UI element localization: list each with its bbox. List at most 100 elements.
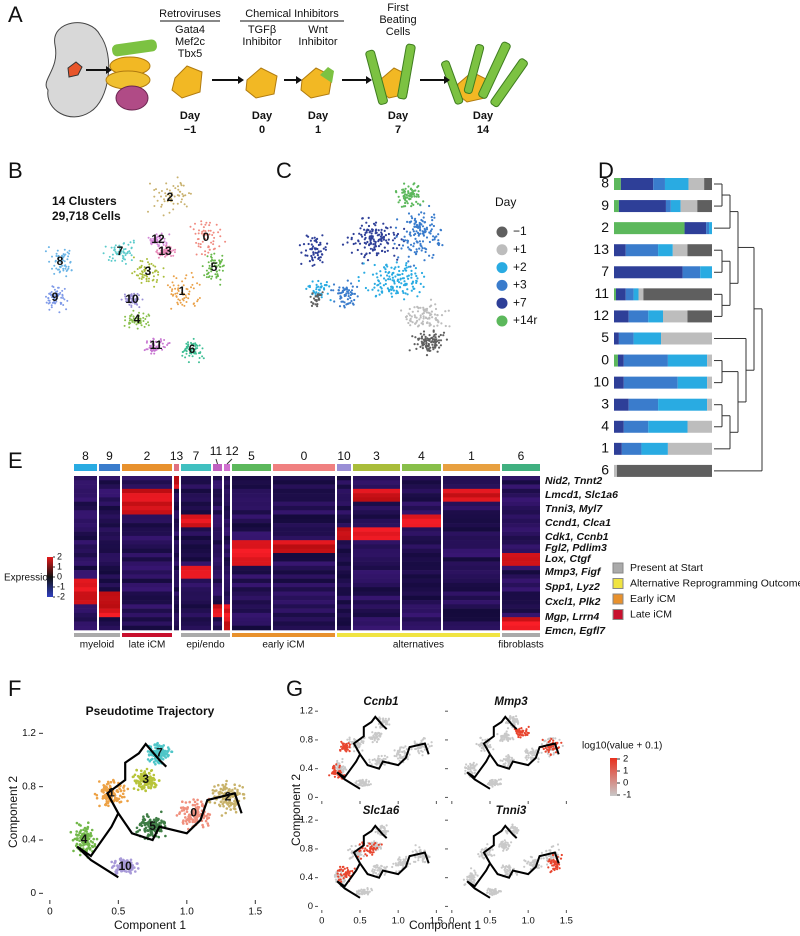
- heatmap-cell: [443, 480, 500, 485]
- cell-dot: [472, 764, 474, 766]
- heatmap-cell: [74, 604, 97, 609]
- cell-dot: [139, 273, 141, 275]
- cell-dot: [167, 284, 169, 286]
- heatmap-cell: [122, 553, 172, 558]
- heatmap-cell: [224, 557, 230, 562]
- cell-dot: [51, 285, 53, 287]
- cell-dot: [185, 801, 188, 804]
- legend-swatch: [497, 227, 508, 238]
- heatmap-cell: [99, 562, 120, 567]
- group-label: fibroblasts: [498, 640, 544, 651]
- cell-dot: [423, 737, 425, 739]
- cell-dot: [433, 329, 435, 331]
- heatmap-cell: [402, 502, 441, 507]
- cell-dot: [300, 252, 302, 254]
- heatmap-cell: [122, 613, 172, 618]
- heatmap-cell: [181, 532, 211, 537]
- cell-dot: [65, 275, 67, 277]
- cell-dot: [144, 824, 147, 827]
- heatmap-cell: [353, 476, 400, 481]
- bar-segment: [629, 399, 658, 411]
- heatmap-cell: [502, 489, 540, 494]
- cell-dot: [540, 865, 542, 867]
- label: 14: [477, 124, 490, 136]
- cell-dot: [558, 739, 560, 741]
- cell-dot: [135, 831, 138, 834]
- cell-dot: [380, 827, 382, 829]
- cell-dot: [496, 780, 498, 782]
- cell-dot: [342, 287, 344, 289]
- cell-dot: [402, 244, 404, 246]
- heatmap-cell: [232, 515, 271, 520]
- bar-segment: [707, 377, 712, 389]
- group-bar: [502, 633, 540, 637]
- cell-dot: [377, 738, 379, 740]
- heatmap-cell: [99, 480, 120, 485]
- cell-dot: [531, 748, 533, 750]
- cell-dot: [127, 788, 130, 791]
- cell-dot: [224, 785, 227, 788]
- cell-dot: [384, 230, 386, 232]
- heatmap-cell: [181, 515, 211, 520]
- cell-dot: [367, 259, 369, 261]
- legend-swatch: [613, 563, 623, 573]
- cell-dot: [385, 239, 387, 241]
- heatmap-cell: [224, 570, 230, 575]
- heatmap-cell: [337, 613, 351, 618]
- heatmap-cell: [181, 485, 211, 490]
- cell-dot: [520, 732, 522, 734]
- cell-dot: [532, 859, 534, 861]
- cell-dot: [388, 233, 390, 235]
- heatmap-cell: [174, 604, 179, 609]
- heatmap-cell: [224, 553, 230, 558]
- tick-label: -2: [57, 591, 65, 601]
- cell-dot: [357, 239, 359, 241]
- cell-dot: [65, 308, 67, 310]
- cell-dot: [353, 750, 355, 752]
- cell-dot: [367, 892, 369, 894]
- cell-dot: [414, 314, 416, 316]
- cell-dot: [350, 282, 352, 284]
- legend-swatch: [497, 262, 508, 273]
- cell-dot: [440, 229, 442, 231]
- cell-dot: [415, 348, 417, 350]
- heatmap-cell: [273, 532, 335, 537]
- heatmap-cell: [224, 596, 230, 601]
- heatmap-cell: [353, 562, 400, 567]
- cell-dot: [96, 838, 99, 841]
- heatmap-cell: [232, 489, 271, 494]
- heatmap-cell: [502, 566, 540, 571]
- cell-dot: [531, 864, 533, 866]
- cell-dot: [130, 315, 132, 317]
- cell-dot: [172, 208, 174, 210]
- heatmap-cell: [224, 621, 230, 626]
- cell-dot: [481, 854, 483, 856]
- cell-dot: [369, 850, 371, 852]
- bar-segment: [668, 355, 707, 367]
- cell-dot: [299, 244, 301, 246]
- heatmap-cell: [353, 523, 400, 528]
- cluster-bar: [402, 464, 441, 471]
- cell-dot: [153, 196, 155, 198]
- cell-dot: [426, 311, 428, 313]
- cell-dot: [424, 221, 426, 223]
- cell-dot: [195, 242, 197, 244]
- cell-dot: [347, 849, 349, 851]
- cell-dot: [407, 758, 409, 760]
- cell-dot: [387, 272, 389, 274]
- cell-dot: [427, 743, 429, 745]
- cell-dot: [362, 890, 364, 892]
- row-label: 13: [593, 241, 609, 257]
- heatmap-cell: [502, 480, 540, 485]
- cell-dot: [238, 785, 241, 788]
- cell-dot: [412, 282, 414, 284]
- heatmap-cell: [224, 583, 230, 588]
- cell-dot: [200, 223, 202, 225]
- cell-dot: [235, 811, 238, 814]
- cell-dot: [403, 747, 405, 749]
- cell-dot: [419, 747, 421, 749]
- cell-dot: [182, 195, 184, 197]
- cell-dot: [423, 317, 425, 319]
- cell-dot: [408, 212, 410, 214]
- cluster-label: 5: [149, 819, 156, 833]
